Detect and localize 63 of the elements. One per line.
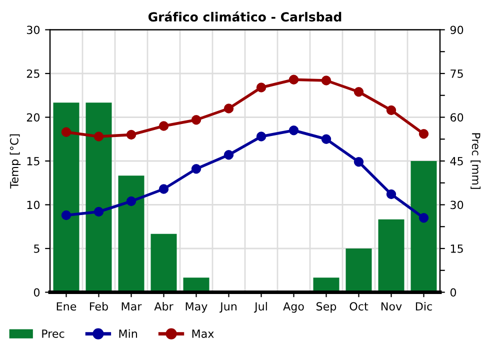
- y-axis-title: Temp [°C]: [10, 134, 21, 189]
- bar: [150, 234, 177, 292]
- bar: [346, 248, 372, 292]
- point: [354, 157, 364, 167]
- chart-title: Gráfico climático - Carlsbad: [148, 11, 342, 22]
- x-tick-label: Sep: [316, 302, 336, 313]
- point: [418, 213, 429, 223]
- y2-tick-label: 15: [450, 244, 463, 253]
- x-tick-label: Nov: [381, 302, 402, 311]
- point: [158, 184, 169, 194]
- x-tick-label: Ene: [56, 302, 76, 311]
- point: [61, 210, 72, 220]
- legend-label: Min: [119, 329, 137, 338]
- point: [126, 196, 136, 206]
- y-tick-label: 30: [26, 26, 40, 34]
- y-tick-label: 5: [34, 244, 40, 253]
- point: [224, 104, 234, 114]
- x-tick-label: Jun: [219, 302, 236, 313]
- y-tick-label: 20: [26, 113, 40, 122]
- y-tick-label: 15: [27, 157, 40, 166]
- bar: [410, 161, 437, 292]
- x-tick-label: Abr: [154, 302, 174, 311]
- x-tick-label: Jul: [254, 302, 267, 313]
- bar: [86, 102, 112, 292]
- bar: [53, 102, 80, 292]
- point: [126, 130, 136, 140]
- y-tick-label: 0: [34, 288, 40, 297]
- y2-tick-label: 60: [450, 113, 464, 122]
- point: [354, 87, 364, 97]
- point: [386, 189, 396, 200]
- y2-tick-label: 0: [450, 288, 456, 297]
- y2-tick-label: 90: [450, 26, 464, 34]
- point: [94, 132, 104, 142]
- point: [158, 121, 169, 131]
- x-tick-label: Feb: [90, 302, 108, 311]
- point: [94, 206, 104, 217]
- x-tick-label: Oct: [350, 302, 368, 311]
- point: [321, 76, 332, 86]
- y2-tick-label: 45: [450, 157, 463, 166]
- y-tick-label: 25: [26, 69, 40, 78]
- point: [256, 132, 266, 142]
- point: [321, 134, 332, 144]
- y2-tick-label: 75: [450, 70, 463, 78]
- bar: [378, 219, 404, 292]
- point: [288, 126, 299, 136]
- point: [191, 115, 202, 125]
- y2-tick-label: 30: [450, 200, 464, 210]
- point: [224, 150, 234, 160]
- point: [191, 164, 202, 174]
- point: [386, 105, 396, 116]
- x-tick-label: Ago: [283, 302, 304, 313]
- point: [288, 74, 299, 84]
- point: [418, 129, 429, 139]
- point: [256, 82, 266, 92]
- point: [61, 127, 72, 137]
- x-tick-label: Dic: [416, 302, 432, 311]
- x-tick-label: May: [186, 302, 208, 313]
- x-tick-label: Mar: [122, 302, 142, 311]
- legend-label: Max: [192, 330, 214, 338]
- y2-axis-title: Prec [mm]: [470, 133, 481, 189]
- y-tick-label: 10: [27, 200, 40, 210]
- bar: [118, 176, 144, 292]
- legend-label: Prec: [42, 330, 64, 338]
